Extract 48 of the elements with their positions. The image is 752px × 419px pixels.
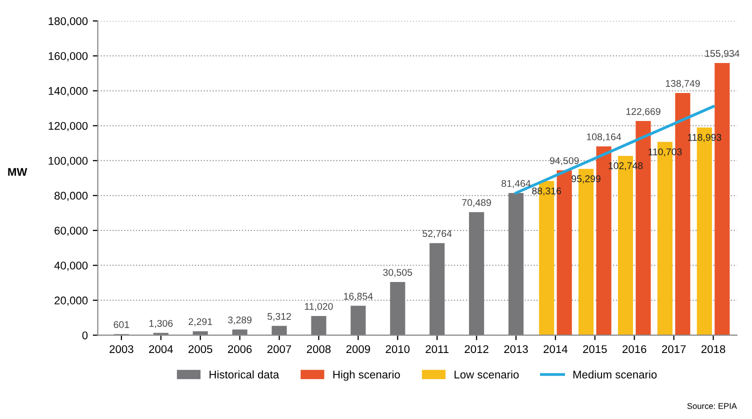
y-tick-label: 60,000	[54, 226, 88, 236]
y-tick-label: 40,000	[54, 262, 88, 271]
data-label: 81,464	[502, 180, 531, 188]
x-tick-label: 2004	[149, 345, 173, 354]
x-tick-label: 2005	[188, 345, 212, 354]
data-label: 138,749	[666, 80, 700, 88]
x-tick-label: 2003	[110, 345, 134, 354]
data-label: 52,764	[422, 230, 452, 238]
legend-label: Historical data	[210, 370, 280, 378]
data-label: 70,489	[462, 199, 491, 208]
legend-label: High scenario	[333, 370, 400, 381]
x-tick-label: 2012	[464, 345, 488, 354]
data-label: 3,289	[228, 316, 252, 325]
x-tick-label: 2011	[426, 345, 448, 354]
source-note: Source: EPIA	[687, 403, 737, 409]
x-tick-label: 2017	[662, 345, 686, 354]
data-label: 601	[114, 321, 130, 328]
data-label: 5,312	[267, 312, 291, 321]
x-tick-label: 2018	[701, 345, 726, 354]
x-tick-label: 2010	[386, 345, 410, 354]
data-label: 155,934	[705, 50, 740, 58]
data-label: 11,020	[304, 302, 333, 312]
legend-label: Low scenario	[454, 370, 519, 378]
x-tick-label: 2016	[622, 345, 646, 354]
x-tick-label: 2007	[267, 345, 292, 354]
x-tick-label: 2006	[228, 345, 252, 354]
y-tick-label: 160,000	[48, 52, 88, 62]
y-tick-label: 180,000	[48, 17, 88, 26]
y-tick-label: 120,000	[48, 122, 88, 132]
x-tick-label: 2013	[504, 345, 528, 354]
y-axis-title: MW	[8, 168, 28, 176]
legend-label: Medium scenario	[573, 370, 657, 378]
y-tick-label: 100,000	[48, 156, 88, 166]
x-tick-label: 2009	[346, 345, 370, 354]
data-label: 122,669	[626, 108, 660, 116]
x-tick-label: 2014	[544, 345, 568, 354]
data-label: 94,509	[550, 157, 579, 166]
y-tick-label: 140,000	[48, 87, 88, 96]
y-tick-label: 0	[82, 331, 88, 340]
x-tick-label: 2015	[583, 345, 607, 354]
data-label: 108,164	[586, 133, 622, 142]
data-label: 30,505	[383, 268, 412, 278]
y-tick-label: 20,000	[54, 296, 88, 306]
data-label: 16,854	[344, 292, 373, 301]
y-tick-label: 80,000	[54, 192, 88, 201]
x-tick-label: 2008	[306, 345, 331, 354]
data-label: 2,291	[188, 318, 212, 326]
data-label: 1,306	[149, 320, 173, 328]
